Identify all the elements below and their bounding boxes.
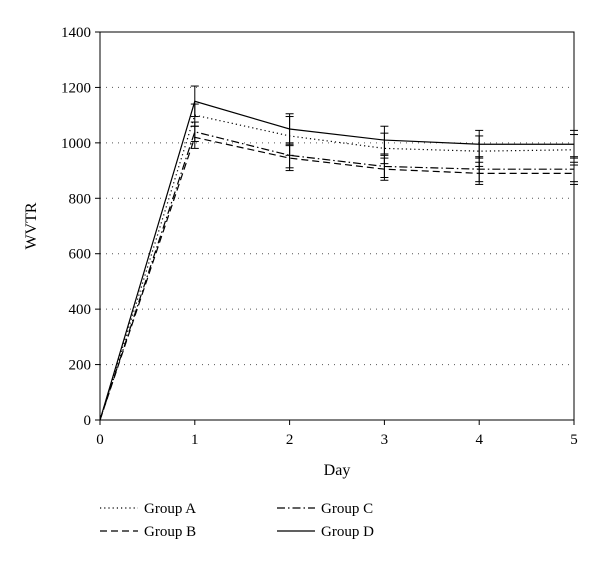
axes [95, 31, 575, 425]
y-tick-label: 400 [69, 302, 92, 318]
y-tick-label: 0 [84, 413, 92, 429]
x-tick-label: 5 [570, 432, 578, 448]
y-tick-label: 600 [69, 247, 92, 263]
x-tick-label: 3 [381, 432, 389, 448]
y-tick-label: 200 [69, 358, 92, 374]
y-tick-label: 1400 [61, 25, 91, 41]
legend-item-group-b: Group B [100, 524, 196, 540]
x-tick-label: 1 [191, 432, 199, 448]
legend: Group A Group B Group C Group D [100, 501, 374, 540]
x-tick-label: 4 [475, 432, 483, 448]
series-layer [99, 85, 578, 421]
legend-item-group-d: Group D [277, 524, 374, 540]
series-line [99, 100, 574, 421]
plot-frame [99, 31, 575, 421]
y-tick-label: 800 [69, 191, 92, 207]
series-group-b [99, 125, 578, 421]
legend-item-group-a: Group A [100, 501, 196, 517]
x-tick-label: 0 [96, 432, 104, 448]
x-tick-label: 2 [286, 432, 294, 448]
x-axis-label: Day [324, 462, 351, 479]
y-axis-label: WVTR [23, 202, 40, 249]
series-group-a [99, 103, 578, 421]
series-line [99, 131, 574, 421]
tick-labels: 0 200 400 600 800 1000 1200 1400 0 1 2 3 4 5 [61, 25, 578, 448]
grid-lines [100, 86, 574, 366]
series-group-c [99, 121, 578, 421]
legend-label: Group D [321, 524, 374, 540]
y-tick-label: 1000 [61, 136, 91, 152]
series-line [99, 114, 575, 421]
legend-label: Group B [144, 524, 196, 540]
legend-label: Group C [321, 501, 373, 517]
y-tick-label: 1200 [61, 80, 91, 96]
legend-item-group-c: Group C [277, 501, 373, 517]
series-line [99, 136, 574, 421]
legend-label: Group A [144, 501, 196, 517]
series-group-d [99, 85, 578, 421]
